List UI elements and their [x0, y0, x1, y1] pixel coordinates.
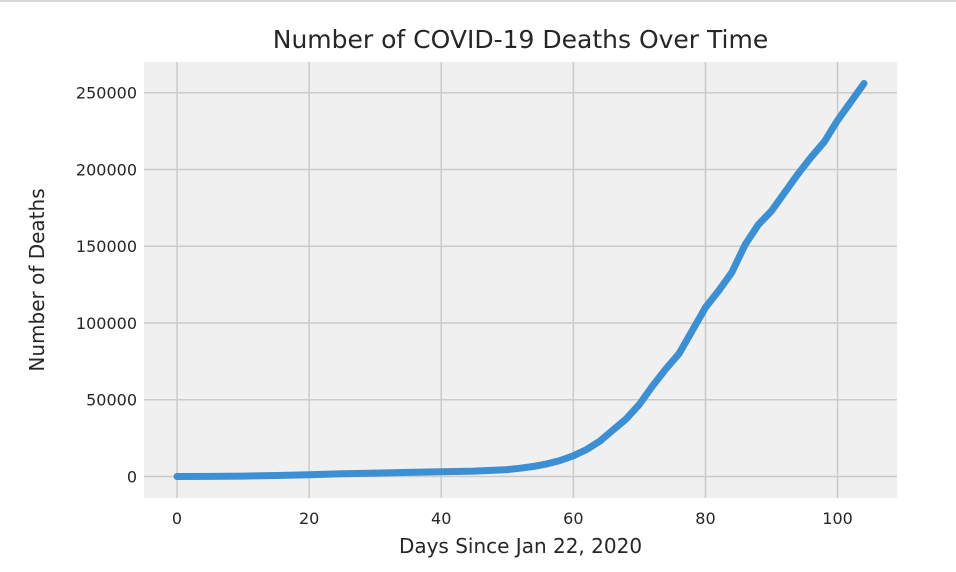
y-tick-label: 250000	[76, 84, 137, 103]
series-line	[173, 80, 868, 480]
y-axis-label: Number of Deaths	[25, 188, 49, 371]
chart-title: Number of COVID-19 Deaths Over Time	[273, 25, 768, 54]
x-tick-label: 60	[563, 509, 583, 528]
x-tick-label: 20	[299, 509, 319, 528]
y-tick-label: 50000	[86, 391, 137, 410]
y-tick-label: 200000	[76, 160, 137, 179]
y-tick-label: 100000	[76, 314, 137, 333]
x-tick-label: 40	[431, 509, 451, 528]
x-tick-label: 100	[822, 509, 853, 528]
grid-lines	[144, 62, 897, 498]
y-tick-label: 0	[127, 468, 137, 487]
y-axis-ticks: 0 50000 100000 150000 200000 250000	[76, 84, 137, 487]
x-tick-label: 80	[695, 509, 715, 528]
top-divider	[0, 0, 956, 2]
plot-area	[144, 62, 897, 498]
x-axis-label: Days Since Jan 22, 2020	[399, 534, 642, 558]
x-tick-label: 0	[172, 509, 182, 528]
y-tick-label: 150000	[76, 237, 137, 256]
x-axis-ticks: 0 20 40 60 80 100	[172, 509, 853, 528]
